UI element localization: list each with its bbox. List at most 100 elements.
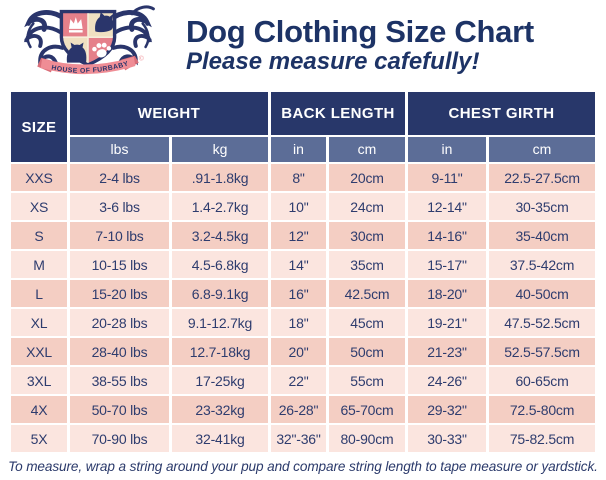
cell-back-in: 32"-36" <box>271 425 326 452</box>
unit-header-row: lbs kg in cm in cm <box>11 136 596 162</box>
cell-back-in: 10" <box>271 193 326 220</box>
column-header-weight: WEIGHT <box>70 92 268 135</box>
cell-back-in: 22" <box>271 367 326 394</box>
cell-chest-cm: 47.5-52.5cm <box>489 309 596 336</box>
cell-weight-kg: 32-41kg <box>172 425 268 452</box>
cell-weight-kg: 6.8-9.1kg <box>172 280 268 307</box>
cell-back-cm: 35cm <box>329 251 405 278</box>
cell-weight-lbs: 50-70 lbs <box>70 396 169 423</box>
unit-header-chest-cm: cm <box>489 136 596 162</box>
column-header-size: SIZE <box>11 92 67 162</box>
unit-header-back-in: in <box>271 136 326 162</box>
table-row: M 10-15 lbs 4.5-6.8kg 14" 35cm 15-17" 37… <box>11 251 596 278</box>
cell-size: XXS <box>11 164 67 191</box>
cell-chest-cm: 30-35cm <box>489 193 596 220</box>
cell-size: 3XL <box>11 367 67 394</box>
cell-chest-in: 24-26" <box>408 367 486 394</box>
cell-weight-kg: 17-25kg <box>172 367 268 394</box>
cell-back-in: 14" <box>271 251 326 278</box>
table-row: XL 20-28 lbs 9.1-12.7kg 18" 45cm 19-21" … <box>11 309 596 336</box>
copyright-symbol: © <box>139 55 144 63</box>
cell-chest-cm: 75-82.5cm <box>489 425 596 452</box>
paw-icon <box>92 42 112 58</box>
column-header-chest-girth: CHEST GIRTH <box>408 92 596 135</box>
cell-weight-lbs: 7-10 lbs <box>70 222 169 249</box>
cell-chest-cm: 60-65cm <box>489 367 596 394</box>
cell-chest-cm: 72.5-80cm <box>489 396 596 423</box>
cell-size: XL <box>11 309 67 336</box>
cell-back-cm: 65-70cm <box>329 396 405 423</box>
cell-weight-kg: 4.5-6.8kg <box>172 251 268 278</box>
cell-weight-kg: 1.4-2.7kg <box>172 193 268 220</box>
cell-weight-lbs: 70-90 lbs <box>70 425 169 452</box>
page-subtitle: Please measure cafefully! <box>186 47 480 75</box>
table-row: XXS 2-4 lbs .91-1.8kg 8" 20cm 9-11" 22.5… <box>11 164 596 191</box>
cell-chest-in: 14-16" <box>408 222 486 249</box>
house-of-furbaby-crest-logo: HOUSE OF FURBABY © <box>23 5 155 75</box>
group-header-row: SIZE WEIGHT BACK LENGTH CHEST GIRTH <box>11 92 596 162</box>
cell-size: 4X <box>11 396 67 423</box>
column-header-back-length: BACK LENGTH <box>271 92 405 135</box>
cell-weight-lbs: 20-28 lbs <box>70 309 169 336</box>
crest-flourish-left-icon <box>23 10 68 66</box>
cell-back-cm: 30cm <box>329 222 405 249</box>
page-header: HOUSE OF FURBABY © Dog Clothing Size Cha… <box>0 0 606 88</box>
cell-back-cm: 42.5cm <box>329 280 405 307</box>
cell-chest-in: 15-17" <box>408 251 486 278</box>
table-row: 3XL 38-55 lbs 17-25kg 22" 55cm 24-26" 60… <box>11 367 596 394</box>
cell-chest-in: 18-20" <box>408 280 486 307</box>
table-row: XXL 28-40 lbs 12.7-18kg 20" 50cm 21-23" … <box>11 338 596 365</box>
cell-chest-cm: 22.5-27.5cm <box>489 164 596 191</box>
cell-size: S <box>11 222 67 249</box>
crest-shield <box>59 9 117 67</box>
cell-weight-lbs: 3-6 lbs <box>70 193 169 220</box>
unit-header-back-cm: cm <box>329 136 405 162</box>
cell-weight-kg: 3.2-4.5kg <box>172 222 268 249</box>
cell-weight-lbs: 38-55 lbs <box>70 367 169 394</box>
table-row: L 15-20 lbs 6.8-9.1kg 16" 42.5cm 18-20" … <box>11 280 596 307</box>
cell-back-cm: 20cm <box>329 164 405 191</box>
table-row: S 7-10 lbs 3.2-4.5kg 12" 30cm 14-16" 35-… <box>11 222 596 249</box>
cell-weight-lbs: 15-20 lbs <box>70 280 169 307</box>
cell-chest-in: 21-23" <box>408 338 486 365</box>
cell-size: XXL <box>11 338 67 365</box>
cell-weight-lbs: 28-40 lbs <box>70 338 169 365</box>
cell-weight-kg: 23-32kg <box>172 396 268 423</box>
cell-back-in: 16" <box>271 280 326 307</box>
cell-weight-kg: 12.7-18kg <box>172 338 268 365</box>
cell-chest-cm: 35-40cm <box>489 222 596 249</box>
dog-silhouette-icon <box>95 12 114 33</box>
table-row: 4X 50-70 lbs 23-32kg 26-28" 65-70cm 29-3… <box>11 396 596 423</box>
cell-weight-lbs: 10-15 lbs <box>70 251 169 278</box>
cat-silhouette-icon <box>66 42 87 63</box>
unit-header-chest-in: in <box>408 136 486 162</box>
cell-back-in: 12" <box>271 222 326 249</box>
cell-weight-lbs: 2-4 lbs <box>70 164 169 191</box>
cell-back-cm: 80-90cm <box>329 425 405 452</box>
cell-weight-kg: 9.1-12.7kg <box>172 309 268 336</box>
cell-size: XS <box>11 193 67 220</box>
cell-back-cm: 24cm <box>329 193 405 220</box>
cell-back-cm: 50cm <box>329 338 405 365</box>
cell-back-in: 18" <box>271 309 326 336</box>
cell-back-in: 26-28" <box>271 396 326 423</box>
cell-back-in: 8" <box>271 164 326 191</box>
measuring-instructions: To measure, wrap a string around your pu… <box>8 459 598 474</box>
size-chart-table: SIZE WEIGHT BACK LENGTH CHEST GIRTH lbs … <box>8 90 598 454</box>
cell-weight-kg: .91-1.8kg <box>172 164 268 191</box>
cell-back-in: 20" <box>271 338 326 365</box>
cell-chest-in: 30-33" <box>408 425 486 452</box>
cell-chest-in: 19-21" <box>408 309 486 336</box>
table-row: XS 3-6 lbs 1.4-2.7kg 10" 24cm 12-14" 30-… <box>11 193 596 220</box>
cell-size: 5X <box>11 425 67 452</box>
unit-header-lbs: lbs <box>70 136 169 162</box>
cell-chest-in: 12-14" <box>408 193 486 220</box>
crest-flourish-right-icon <box>108 5 155 66</box>
cell-back-cm: 55cm <box>329 367 405 394</box>
table-row: 5X 70-90 lbs 32-41kg 32"-36" 80-90cm 30-… <box>11 425 596 452</box>
page-title: Dog Clothing Size Chart <box>186 14 534 50</box>
cell-chest-cm: 52.5-57.5cm <box>489 338 596 365</box>
crest-ribbon-banner: HOUSE OF FURBABY © <box>37 55 144 75</box>
crown-icon <box>68 17 83 33</box>
cell-chest-cm: 40-50cm <box>489 280 596 307</box>
